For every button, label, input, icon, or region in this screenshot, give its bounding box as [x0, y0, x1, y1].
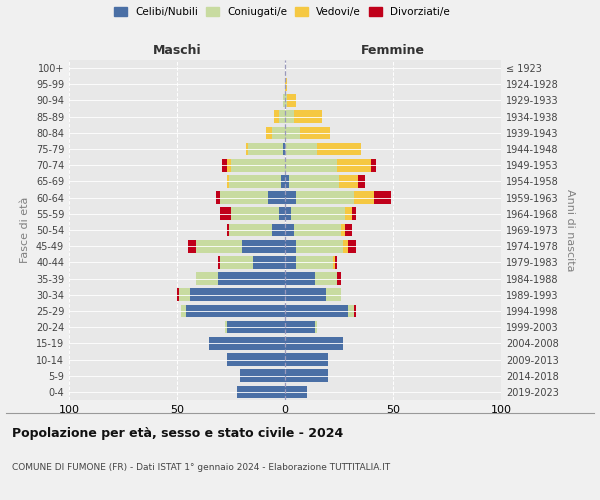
Bar	[272, 224, 285, 236]
Legend: Celibi/Nubili, Coniugati/e, Vedovi/e, Divorziati/e: Celibi/Nubili, Coniugati/e, Vedovi/e, Di…	[112, 5, 452, 20]
Bar	[285, 337, 343, 349]
Bar	[374, 192, 391, 204]
Bar	[339, 175, 358, 188]
Bar	[266, 126, 272, 139]
Bar	[285, 321, 315, 334]
Bar	[354, 304, 356, 318]
Text: Popolazione per età, sesso e stato civile - 2024: Popolazione per età, sesso e stato civil…	[12, 428, 343, 440]
Bar	[285, 353, 328, 366]
Bar	[220, 192, 268, 204]
Bar	[281, 175, 285, 188]
Bar	[231, 208, 278, 220]
Bar	[177, 288, 179, 301]
Bar	[289, 175, 339, 188]
Bar	[285, 224, 293, 236]
Bar	[285, 142, 317, 156]
Bar	[190, 288, 285, 301]
Bar	[196, 272, 218, 285]
Bar	[223, 159, 227, 172]
Text: COMUNE DI FUMONE (FR) - Dati ISTAT 1° gennaio 2024 - Elaborazione TUTTITALIA.IT: COMUNE DI FUMONE (FR) - Dati ISTAT 1° ge…	[12, 462, 390, 471]
Bar	[216, 192, 220, 204]
Bar	[343, 240, 347, 252]
Bar	[220, 208, 231, 220]
Bar	[285, 126, 300, 139]
Y-axis label: Fasce di età: Fasce di età	[20, 197, 30, 263]
Bar	[371, 159, 376, 172]
Bar	[209, 337, 285, 349]
Text: Femmine: Femmine	[361, 44, 425, 57]
Bar	[346, 224, 352, 236]
Bar	[227, 175, 229, 188]
Bar	[347, 240, 356, 252]
Bar	[335, 256, 337, 268]
Bar	[229, 224, 272, 236]
Bar	[358, 175, 365, 188]
Bar	[227, 159, 231, 172]
Bar	[278, 110, 285, 123]
Bar	[315, 321, 317, 334]
Bar	[253, 256, 285, 268]
Bar	[285, 272, 315, 285]
Bar	[285, 110, 293, 123]
Bar	[285, 94, 287, 107]
Bar	[218, 256, 220, 268]
Bar	[272, 126, 285, 139]
Bar	[285, 78, 287, 90]
Bar	[231, 159, 285, 172]
Bar	[283, 94, 285, 107]
Bar	[227, 321, 285, 334]
Bar	[285, 386, 307, 398]
Bar	[292, 208, 346, 220]
Bar	[285, 159, 337, 172]
Bar	[248, 142, 283, 156]
Bar	[347, 304, 354, 318]
Bar	[287, 94, 296, 107]
Bar	[285, 240, 296, 252]
Bar	[352, 208, 356, 220]
Bar	[239, 370, 285, 382]
Bar	[293, 224, 341, 236]
Bar	[296, 256, 332, 268]
Bar	[296, 192, 354, 204]
Bar	[220, 256, 253, 268]
Bar	[278, 208, 285, 220]
Bar	[285, 304, 347, 318]
Bar	[274, 110, 278, 123]
Bar	[300, 126, 331, 139]
Bar	[285, 370, 328, 382]
Bar	[227, 224, 229, 236]
Bar	[185, 304, 285, 318]
Bar	[238, 386, 285, 398]
Bar	[341, 224, 346, 236]
Bar	[346, 208, 352, 220]
Bar	[326, 288, 341, 301]
Bar	[285, 288, 326, 301]
Bar	[227, 353, 285, 366]
Bar	[188, 240, 196, 252]
Bar	[246, 142, 248, 156]
Bar	[293, 110, 322, 123]
Bar	[296, 240, 343, 252]
Bar	[283, 142, 285, 156]
Bar	[354, 192, 374, 204]
Text: Maschi: Maschi	[152, 44, 202, 57]
Bar	[285, 256, 296, 268]
Bar	[315, 272, 337, 285]
Bar	[337, 159, 371, 172]
Bar	[317, 142, 361, 156]
Bar	[196, 240, 242, 252]
Bar	[181, 304, 185, 318]
Bar	[268, 192, 285, 204]
Bar	[337, 272, 341, 285]
Bar	[224, 321, 227, 334]
Y-axis label: Anni di nascita: Anni di nascita	[565, 188, 575, 271]
Bar	[332, 256, 335, 268]
Bar	[179, 288, 190, 301]
Bar	[229, 175, 281, 188]
Bar	[285, 175, 289, 188]
Bar	[285, 192, 296, 204]
Bar	[242, 240, 285, 252]
Bar	[285, 208, 292, 220]
Bar	[218, 272, 285, 285]
